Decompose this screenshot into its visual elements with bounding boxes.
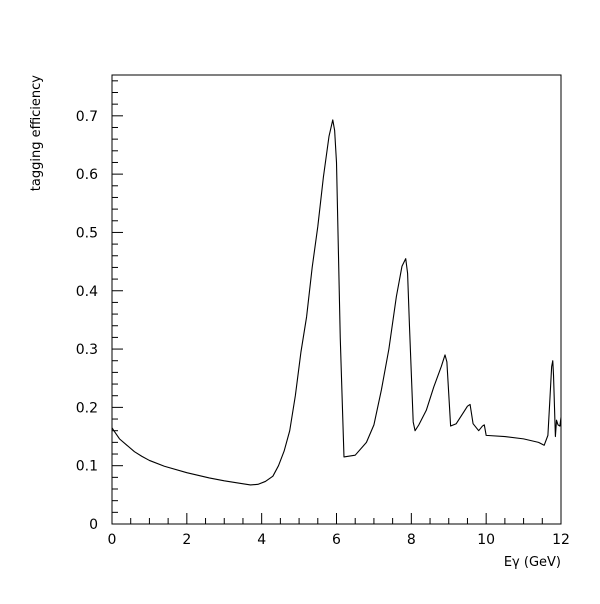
y-tick-label: 0.2 (76, 400, 98, 416)
x-tick-label: 0 (108, 532, 117, 548)
plot-frame (111, 74, 562, 525)
y-tick-label: 0.6 (76, 167, 98, 183)
y-tick-label: 0.1 (76, 459, 98, 475)
efficiency-curve (111, 119, 562, 486)
x-tick-label: 12 (552, 532, 570, 548)
major-ticks (111, 115, 562, 525)
x-tick-label: 10 (477, 532, 495, 548)
x-axis-label: Eγ (GeV) (504, 555, 561, 570)
y-tick-label: 0.3 (76, 342, 98, 358)
y-tick-label: 0.7 (76, 109, 98, 125)
y-axis-label: tagging efficiency (29, 75, 44, 192)
x-tick-label: 6 (332, 532, 341, 548)
x-tick-label: 2 (182, 532, 191, 548)
x-tick-label: 4 (257, 532, 266, 548)
y-tick-label: 0.5 (76, 225, 98, 241)
x-tick-label: 8 (407, 532, 416, 548)
y-tick-label: 0 (89, 517, 98, 533)
y-tick-label: 0.4 (76, 284, 98, 300)
tick-labels: 0 2 4 6 8 10 12 0 0.1 0.2 0.3 0.4 0.5 0.6 0.7 (76, 109, 570, 548)
minor-ticks (112, 80, 543, 524)
